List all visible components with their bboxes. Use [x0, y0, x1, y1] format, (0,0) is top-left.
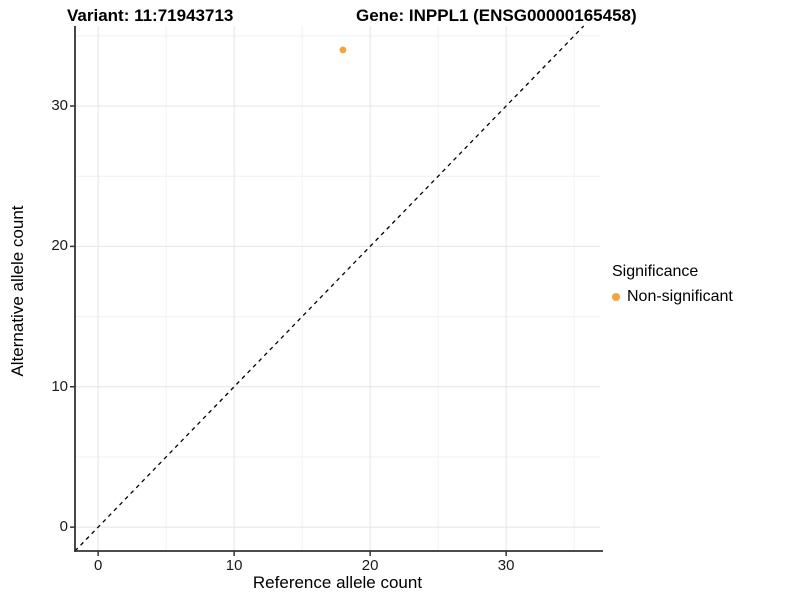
plot-title-gene: Gene: INPPL1 (ENSG00000165458) [356, 6, 637, 25]
identity-line [74, 25, 585, 552]
y-tick-label: 0 [59, 518, 68, 536]
y-axis-label: Alternative allele count [8, 205, 27, 377]
legend: Significance Non-significant [612, 263, 798, 306]
x-axis-label: Reference allele count [252, 573, 423, 592]
x-tick-label: 0 [93, 557, 103, 574]
legend-item-label: Non-significant [627, 288, 733, 305]
x-tick-label: 30 [497, 557, 515, 574]
legend-point-icon [612, 293, 620, 301]
data-point [339, 46, 347, 54]
y-tick-label: 10 [51, 377, 68, 395]
legend-item-non-significant: Non-significant [612, 288, 798, 306]
legend-title: Significance [612, 263, 699, 280]
plot-title-variant: Variant: 11:71943713 [67, 6, 234, 25]
y-tick-label: 20 [51, 237, 68, 255]
y-tick-label: 30 [51, 97, 68, 114]
x-tick-label: 10 [225, 557, 243, 574]
x-tick-label: 20 [361, 557, 379, 574]
